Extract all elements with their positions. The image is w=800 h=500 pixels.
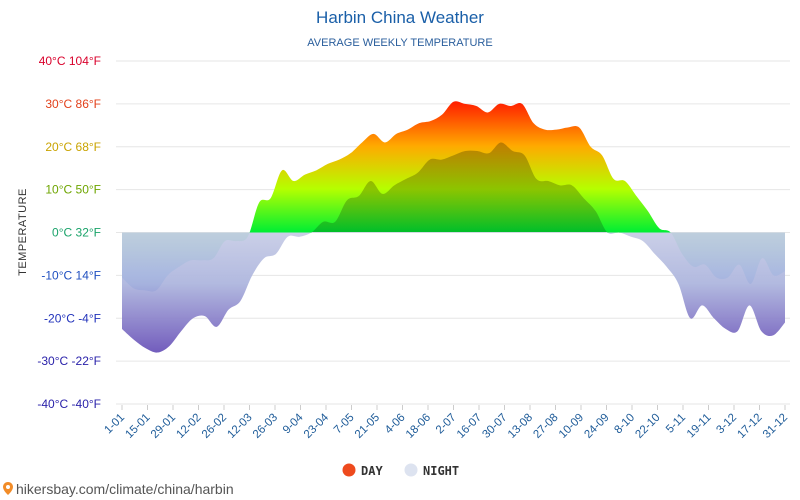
y-tick-label: 0°C 32°F bbox=[52, 226, 101, 240]
night-series-area bbox=[122, 142, 785, 353]
x-tick-label: 10-09 bbox=[557, 412, 586, 441]
x-tick-label: 30-07 bbox=[480, 412, 509, 441]
legend-item-day[interactable]: DAY bbox=[342, 463, 384, 479]
legend-day-label: DAY bbox=[361, 464, 383, 478]
x-tick-label: 12-03 bbox=[225, 412, 254, 441]
legend-item-night[interactable]: NIGHT bbox=[404, 463, 460, 479]
y-tick-label: -40°C -40°F bbox=[37, 397, 101, 411]
y-tick-label: 20°C 68°F bbox=[45, 140, 101, 154]
legend: DAY NIGHT bbox=[342, 463, 460, 479]
x-tick-label: 12-02 bbox=[174, 412, 203, 441]
y-tick-label: 40°C 104°F bbox=[39, 54, 101, 68]
map-pin-icon bbox=[3, 482, 13, 495]
x-tick-label: 26-02 bbox=[200, 412, 229, 441]
y-axis-ticks: 40°C 104°F 30°C 86°F 20°C 68°F 10°C 50°F 0°C… bbox=[37, 54, 101, 411]
x-tick-label: 16-07 bbox=[455, 412, 484, 441]
x-tick-label: 23-04 bbox=[302, 411, 332, 441]
y-tick-label: 30°C 86°F bbox=[45, 97, 101, 111]
x-tick-label: 13-08 bbox=[506, 412, 535, 441]
x-tick-label: 19-11 bbox=[685, 412, 714, 441]
footer-link[interactable]: hikersbay.com/climate/china/harbin bbox=[16, 481, 234, 497]
legend-day-swatch bbox=[342, 463, 356, 477]
legend-night-swatch bbox=[404, 463, 418, 477]
y-tick-label: -30°C -22°F bbox=[37, 354, 101, 368]
x-tick-label: 18-06 bbox=[404, 412, 433, 441]
y-tick-label: 10°C 50°F bbox=[45, 183, 101, 197]
x-tick-label: 17-12 bbox=[735, 412, 764, 441]
y-axis-label: TEMPERATURE bbox=[17, 188, 29, 276]
y-tick-label: -20°C -4°F bbox=[44, 311, 101, 325]
chart-subtitle: AVERAGE WEEKLY TEMPERATURE bbox=[307, 37, 492, 49]
x-tick-label: 26-03 bbox=[251, 412, 280, 441]
legend-night-label: NIGHT bbox=[423, 464, 459, 478]
x-tick-label: 21-05 bbox=[353, 412, 382, 441]
chart-title: Harbin China Weather bbox=[316, 8, 484, 27]
x-tick-label: 27-08 bbox=[531, 412, 560, 441]
x-tick-label: 22-10 bbox=[633, 412, 662, 441]
x-tick-label: 29-01 bbox=[149, 412, 178, 441]
y-tick-label: -10°C 14°F bbox=[41, 268, 101, 282]
footer[interactable]: hikersbay.com/climate/china/harbin bbox=[3, 481, 234, 497]
x-tick-label: 31-12 bbox=[761, 412, 790, 441]
x-tick-label: 15-01 bbox=[123, 412, 152, 441]
x-tick-label: 24-09 bbox=[582, 412, 611, 441]
